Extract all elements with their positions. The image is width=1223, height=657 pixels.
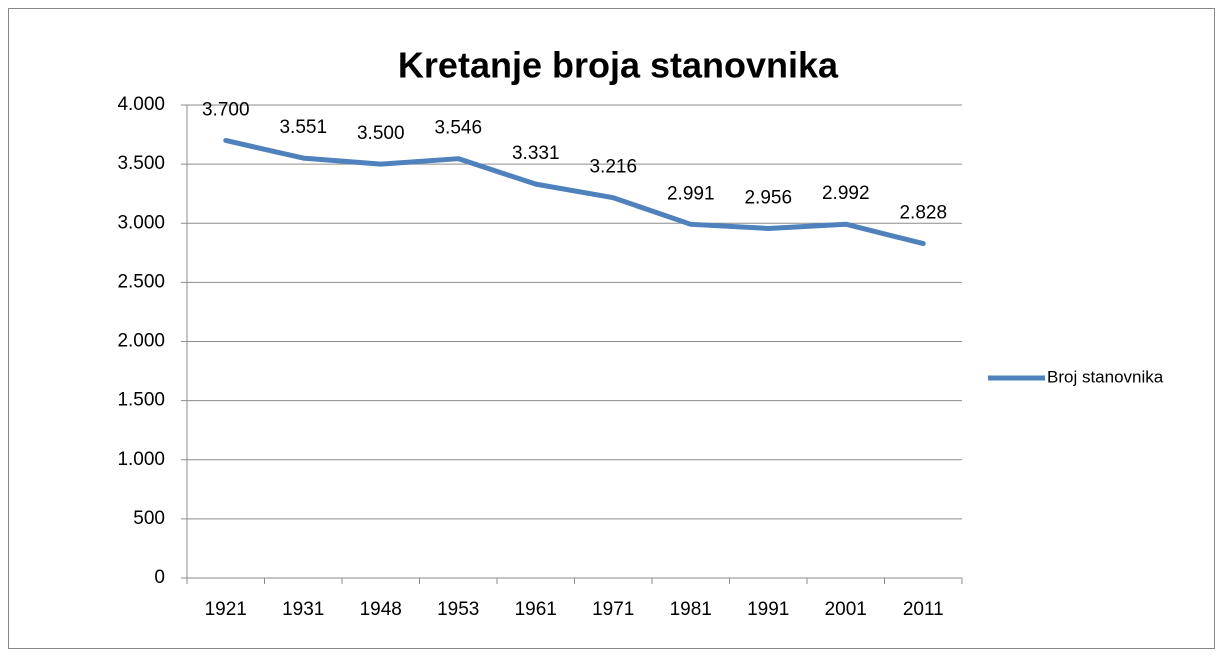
line (223, 137, 926, 247)
legend-label: Broj stanovnika (1047, 367, 1164, 386)
y-tick-label: 4.000 (117, 94, 165, 115)
y-tick-label: 3.500 (117, 153, 165, 174)
data-label: 3.700 (202, 99, 250, 120)
y-tick-label: 1.500 (117, 390, 165, 411)
x-tick-label: 1981 (670, 599, 712, 620)
x-tick-label: 1931 (282, 599, 324, 620)
data-label: 2.992 (822, 183, 870, 204)
y-tick-label: 3.000 (117, 212, 165, 233)
x-tick-label: 1921 (205, 599, 247, 620)
chart-frame (8, 8, 1215, 649)
data-label: 3.216 (589, 157, 637, 178)
y-tick-label: 2.500 (117, 271, 165, 292)
x-tick-label: 1961 (515, 599, 557, 620)
chart-title: Kretanje broja stanovnika (398, 45, 839, 86)
x-tick-label: 1953 (437, 599, 479, 620)
data-label: 3.551 (279, 117, 327, 138)
y-tick-label: 0 (154, 567, 165, 588)
data-label: 3.500 (357, 123, 405, 144)
data-label: 3.331 (512, 143, 560, 164)
x-tick-label: 2011 (903, 599, 944, 620)
x-tick-label: 1948 (360, 599, 402, 620)
x-tick-label: 1991 (747, 599, 789, 620)
data-label: 2.991 (667, 183, 715, 204)
y-tick-label: 2.000 (117, 331, 165, 352)
data-label: 3.546 (434, 118, 482, 139)
y-tick-label: 500 (133, 508, 165, 529)
y-tick-label: 1.000 (117, 449, 165, 470)
data-label: 2.828 (899, 203, 947, 224)
data-label: 2.956 (744, 187, 792, 208)
x-tick-label: 1971 (592, 599, 634, 620)
x-tick-label: 2001 (825, 599, 867, 620)
